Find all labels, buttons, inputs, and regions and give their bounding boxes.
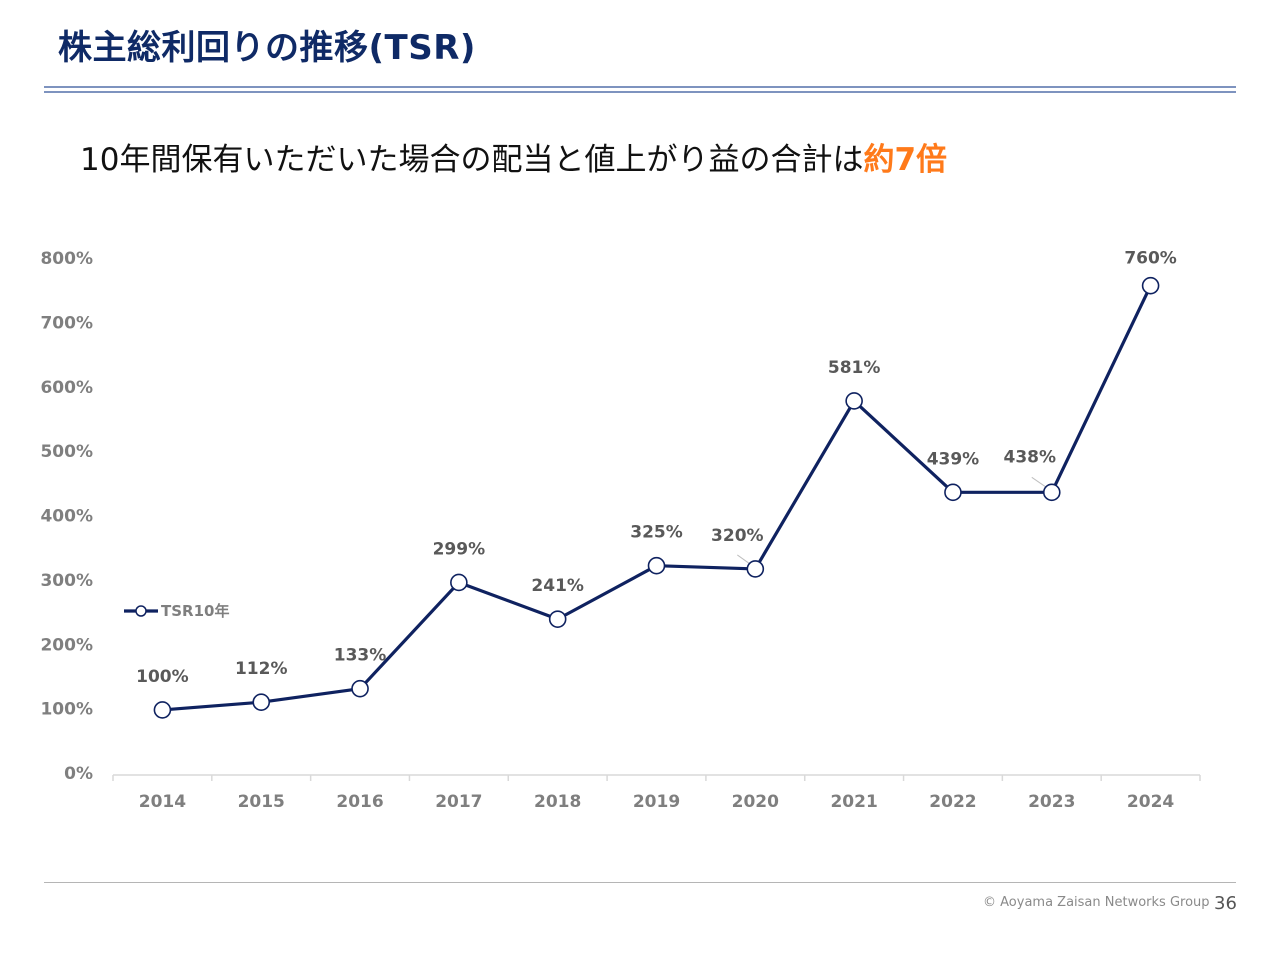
- x-tick-label: 2019: [633, 792, 680, 812]
- y-tick-label: 400%: [40, 507, 93, 527]
- legend-label: TSR10年: [161, 602, 229, 620]
- data-point-marker: [944, 483, 962, 502]
- data-point-marker: [450, 573, 468, 592]
- y-tick-label: 100%: [40, 700, 93, 720]
- data-label: 133%: [334, 646, 387, 666]
- data-label: 439%: [927, 449, 980, 469]
- y-tick-label: 600%: [40, 378, 93, 398]
- legend-marker-icon: [135, 605, 147, 617]
- y-tick-label: 800%: [40, 249, 93, 269]
- data-label: 581%: [828, 358, 881, 378]
- data-point-marker: [746, 560, 765, 578]
- y-axis-ticks: 0% 100% 200% 300% 400% 500% 600% 700% 800%: [40, 249, 93, 784]
- y-tick-label: 200%: [40, 635, 93, 655]
- title-divider-top: [44, 86, 1236, 88]
- tsr-line-chart: 0%100%200%300%400%500%600%700%800% 2014 2…: [40, 249, 1201, 812]
- data-point-marker: [647, 556, 666, 575]
- data-point-marker: [252, 693, 271, 711]
- data-point-marker: [845, 392, 863, 410]
- data-point-marker: [1141, 276, 1160, 295]
- page-title: 株主総利回りの推移(TSR): [58, 28, 476, 68]
- x-tick-label: 2023: [1028, 792, 1075, 812]
- x-tick-label: 2021: [830, 792, 877, 812]
- footer-divider: [44, 882, 1236, 883]
- subtitle-text: 10年間保有いただいた場合の配当と値上がり益の合計は: [80, 142, 864, 178]
- data-point-marker: [351, 679, 369, 698]
- series-layer: 100% 112% 133% 299% 241% 325% 320% 581% 439% 438%…: [136, 249, 1177, 719]
- x-tick-label: 2024: [1127, 792, 1174, 812]
- subtitle: 10年間保有いただいた場合の配当と値上がり益の合計は約7倍: [80, 134, 947, 179]
- y-tick-label: 300%: [40, 571, 93, 591]
- copyright-text: © Aoyama Zaisan Networks Group: [983, 895, 1210, 910]
- series-line-tsr10: [162, 284, 1153, 712]
- data-point-marker: [153, 701, 172, 719]
- data-label: 241%: [531, 576, 584, 596]
- y-tick-label: 0%: [64, 764, 93, 784]
- data-label: 438%: [1004, 447, 1057, 467]
- data-label: 100%: [136, 667, 189, 687]
- x-tick-label: 2022: [929, 792, 976, 812]
- x-tick-label: 2014: [139, 792, 186, 812]
- x-tick-label: 2017: [435, 792, 482, 812]
- x-tick-label: 2018: [534, 792, 581, 812]
- x-tick-label: 2015: [238, 792, 285, 812]
- title-divider-bottom: [44, 91, 1236, 93]
- x-tick-label: 2020: [732, 792, 779, 812]
- data-label: 325%: [630, 523, 683, 543]
- data-point-marker: [1042, 483, 1061, 502]
- y-tick-label: 500%: [40, 442, 93, 462]
- legend: TSR10年: [124, 602, 229, 620]
- subtitle-highlight: 約7倍: [863, 142, 948, 178]
- page-number: 36: [1214, 893, 1237, 914]
- data-label: 299%: [433, 539, 486, 559]
- data-label: 320%: [711, 526, 764, 546]
- y-tick-label: 700%: [40, 313, 93, 333]
- x-tick-label: 2016: [336, 792, 383, 812]
- data-label: 112%: [235, 659, 288, 679]
- x-axis: 2014 2015 2016 2017 2018 2019 2020 2021 2022 2023…: [112, 774, 1201, 812]
- data-label: 760%: [1124, 249, 1177, 269]
- label-leader-line: [1031, 476, 1049, 489]
- data-point-marker: [548, 610, 567, 628]
